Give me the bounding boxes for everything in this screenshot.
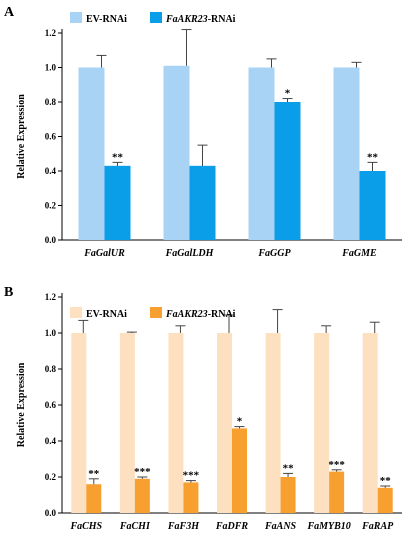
bar-ev-rnai xyxy=(333,67,360,240)
x-tick-label: FaGalUR xyxy=(83,248,125,259)
significance-label: *** xyxy=(328,459,345,471)
significance-label: ** xyxy=(367,151,379,163)
significance-label: *** xyxy=(183,470,200,482)
x-tick-label: FaRAP xyxy=(361,521,394,532)
significance-label: *** xyxy=(134,466,151,478)
y-tick-label: 1.2 xyxy=(45,28,57,38)
y-tick-label: 1.0 xyxy=(45,63,57,73)
x-tick-label: FaCHS xyxy=(69,521,102,532)
legend-swatch xyxy=(70,307,82,318)
y-tick-label: 0.4 xyxy=(45,166,57,176)
legend-swatch xyxy=(150,12,162,23)
legend-entry: EV-RNAi xyxy=(86,14,127,25)
bar-faakr23-rnai xyxy=(232,428,247,513)
bar-faakr23-rnai xyxy=(359,171,386,240)
x-tick-label: FaDFR xyxy=(215,521,249,532)
bar-faakr23-rnai xyxy=(86,484,102,513)
bar-ev-rnai xyxy=(119,333,135,513)
bar-faakr23-rnai xyxy=(104,165,131,240)
bar-ev-rnai xyxy=(248,67,275,240)
bar-faakr23-rnai xyxy=(189,165,216,240)
panel-label: A xyxy=(4,5,15,20)
legend-entry-suffix: -RNAi xyxy=(208,309,236,320)
bar-faakr23-rnai xyxy=(377,487,393,513)
legend-swatch xyxy=(150,307,162,318)
y-tick-label: 0.0 xyxy=(45,235,57,245)
bar-faakr23-rnai xyxy=(134,478,150,513)
bar-ev-rnai xyxy=(78,67,105,240)
y-tick-label: 0.6 xyxy=(45,132,57,142)
y-tick-label: 0.8 xyxy=(45,97,57,107)
x-tick-label: FaGGP xyxy=(257,248,291,259)
x-tick-label: FaANS xyxy=(264,521,297,532)
x-tick-label: FaMYB10 xyxy=(306,521,350,532)
bar-ev-rnai xyxy=(71,333,87,513)
bar-faakr23-rnai xyxy=(280,477,296,513)
bar-ev-rnai xyxy=(314,333,330,513)
y-tick-label: 0.0 xyxy=(45,508,57,518)
chart-panel-a: A 0.0 0.2 0.4 0.6 0.8 1.0 1.2 Relative Expressio… xyxy=(4,5,402,259)
x-tick-label: FaF3H xyxy=(167,521,200,532)
panel-label: B xyxy=(4,285,13,300)
legend-entry: FaAKR23-RNAi xyxy=(165,309,236,320)
significance-label: ** xyxy=(88,468,100,480)
significance-label: ** xyxy=(380,475,392,487)
x-tick-label: FaGalLDH xyxy=(165,248,215,259)
legend-swatch xyxy=(70,12,82,23)
bar-ev-rnai xyxy=(168,333,184,513)
significance-label: * xyxy=(237,416,243,428)
significance-label: * xyxy=(285,88,291,100)
bar-faakr23-rnai xyxy=(183,482,199,513)
legend-entry-gene: FaAKR23 xyxy=(165,309,208,320)
y-tick-label: 0.4 xyxy=(45,436,57,446)
y-axis-label: Relative Expression xyxy=(16,94,27,179)
bar-faakr23-rnai xyxy=(274,102,301,240)
y-tick-label: 0.2 xyxy=(45,472,57,482)
x-tick-label: FaGME xyxy=(341,248,377,259)
legend-entry-suffix: -RNAi xyxy=(208,14,236,25)
y-tick-label: 0.2 xyxy=(45,201,57,211)
bar-ev-rnai xyxy=(163,65,190,241)
y-tick-label: 1.2 xyxy=(45,292,57,302)
y-tick-label: 1.0 xyxy=(45,328,57,338)
bar-ev-rnai xyxy=(362,333,378,513)
y-axis-label: Relative Expression xyxy=(16,362,27,447)
legend-entry: EV-RNAi xyxy=(86,309,127,320)
bar-faakr23-rnai xyxy=(329,471,345,513)
y-tick-label: 0.6 xyxy=(45,400,57,410)
significance-label: ** xyxy=(112,151,124,163)
significance-label: ** xyxy=(283,462,295,474)
bar-ev-rnai xyxy=(265,333,281,513)
x-tick-label: FaCHI xyxy=(119,521,151,532)
legend-entry-gene: FaAKR23 xyxy=(165,14,208,25)
bar-ev-rnai xyxy=(217,333,232,513)
chart-panel-b: B 0.0 0.2 0.4 0.6 0.8 1.0 1.2 Relative Expressio… xyxy=(4,285,402,532)
y-tick-label: 0.8 xyxy=(45,364,57,374)
legend-entry: FaAKR23-RNAi xyxy=(165,14,236,25)
